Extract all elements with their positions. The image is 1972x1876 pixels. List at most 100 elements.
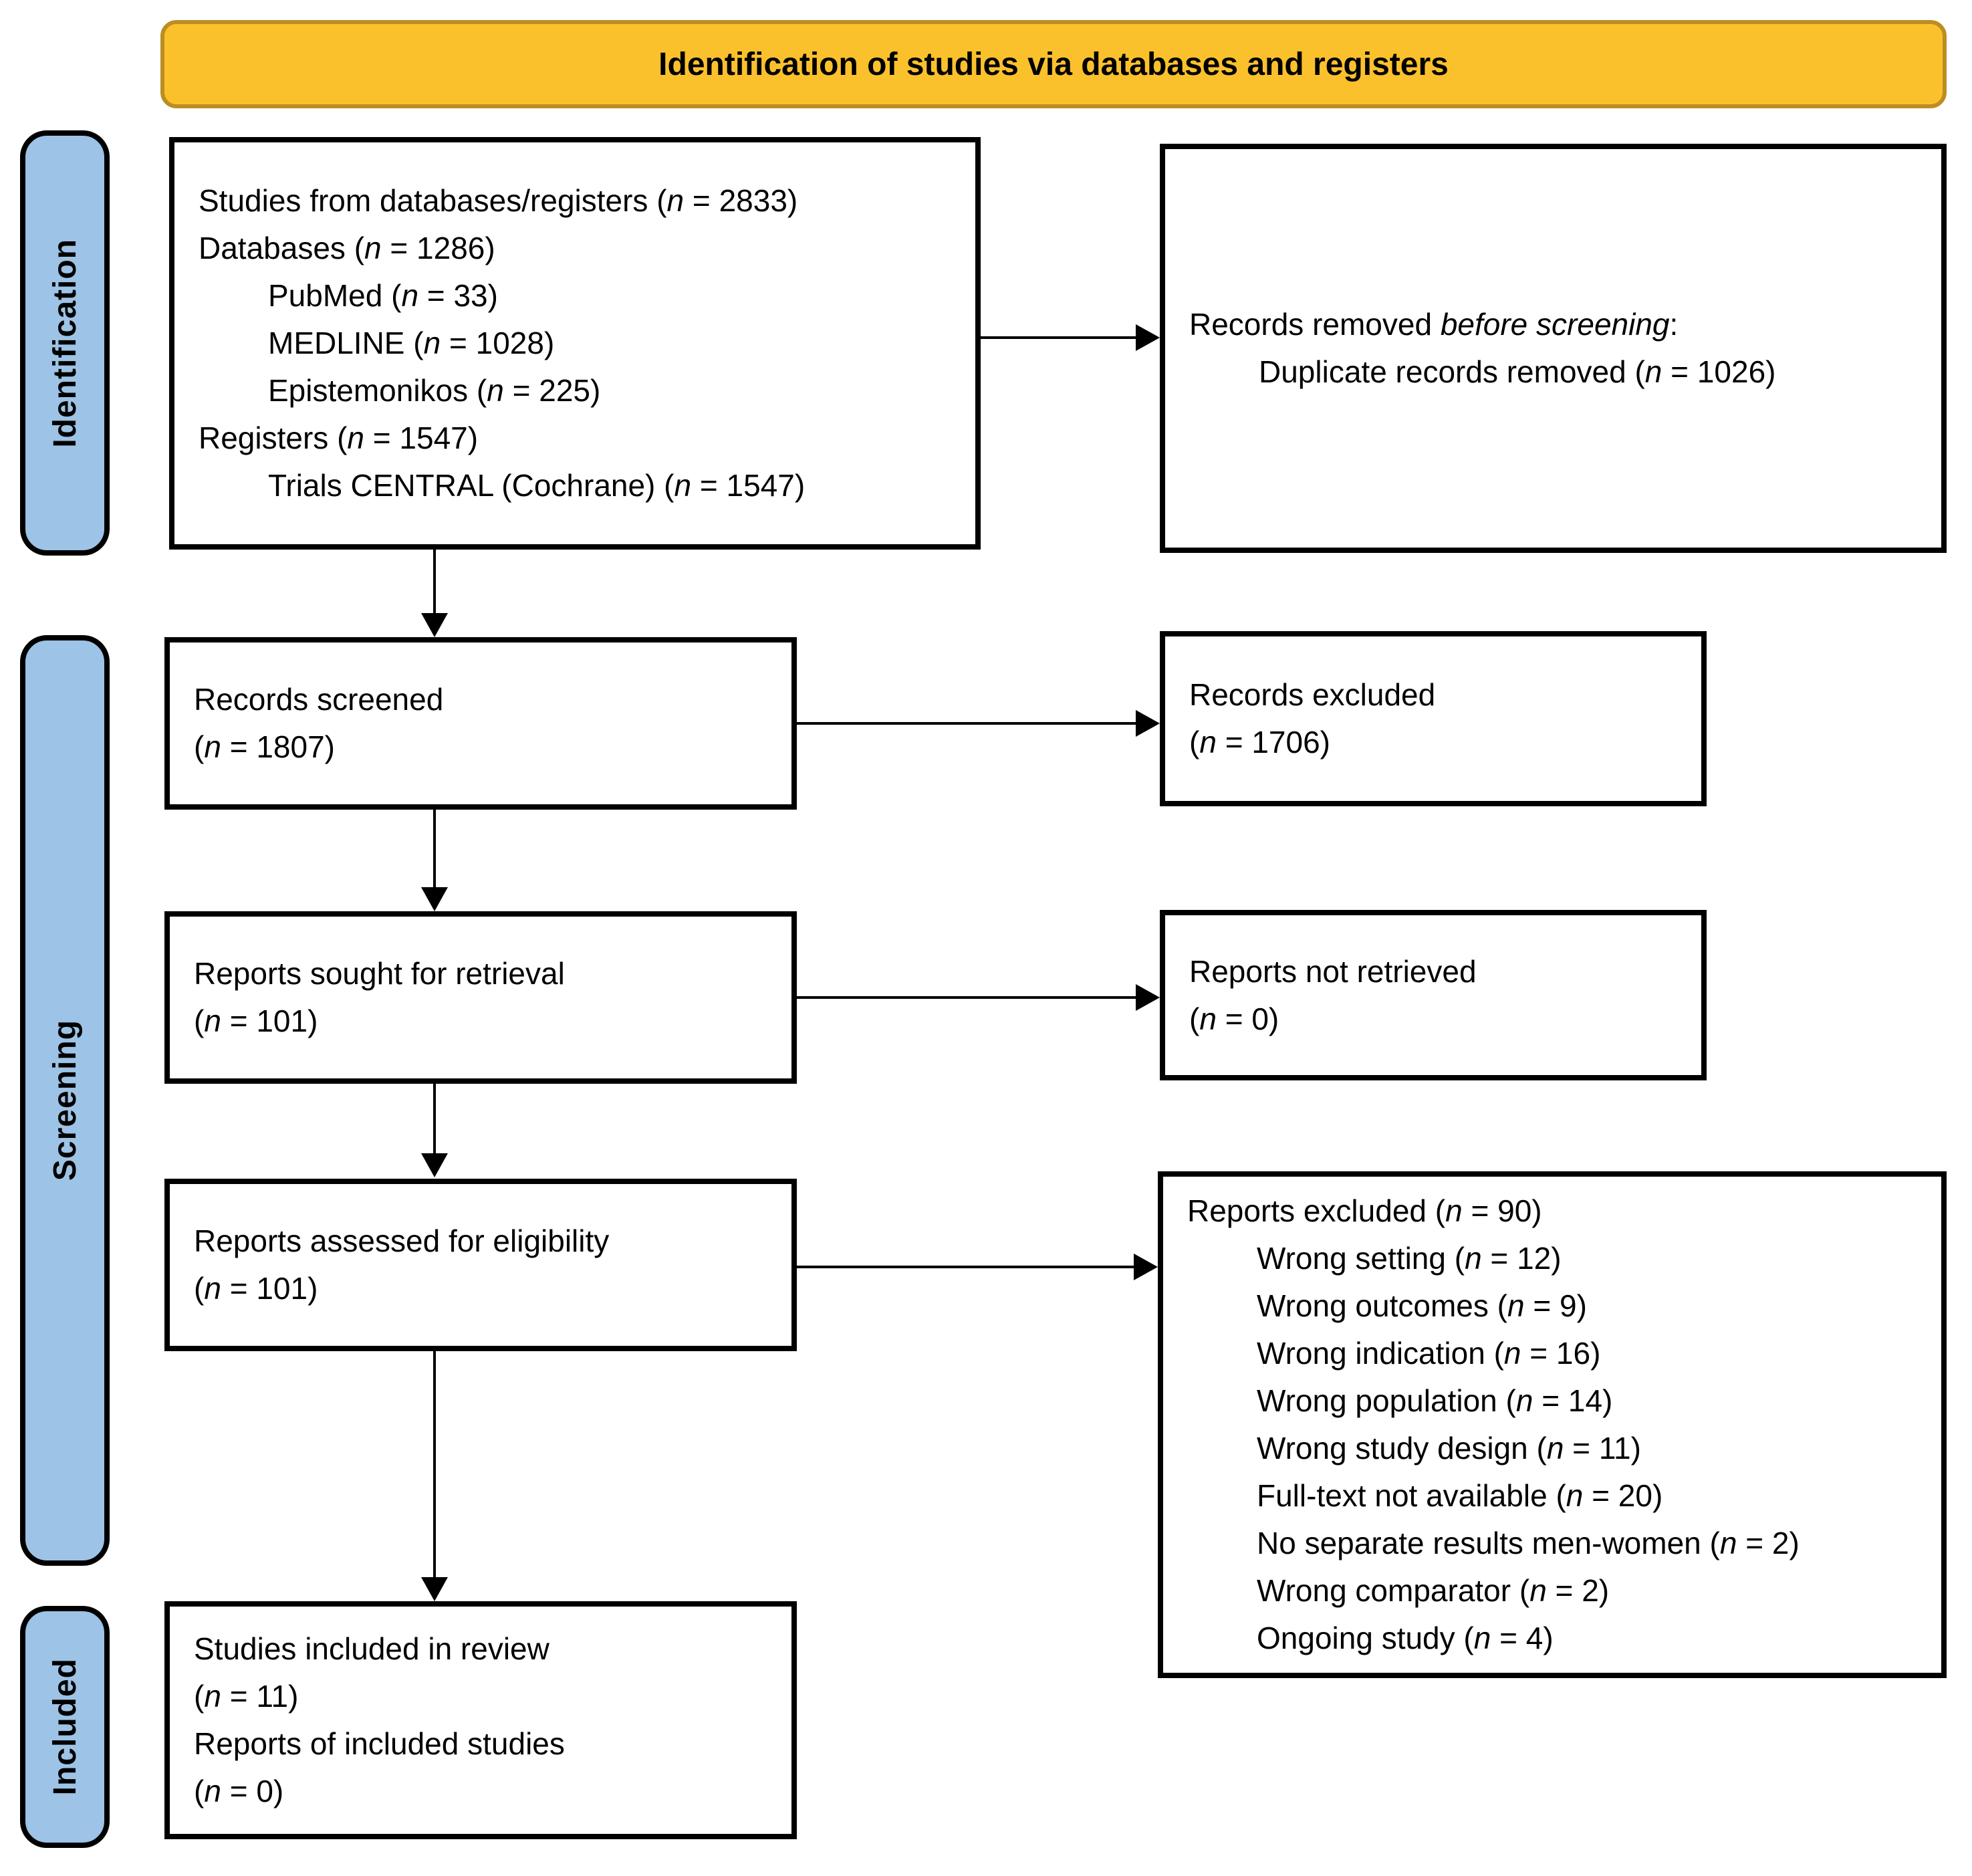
text: (	[1189, 1001, 1200, 1036]
stage-label-included-text: Included	[47, 1658, 83, 1796]
text: = 1028)	[441, 326, 555, 360]
text-line: Records excluded	[1189, 671, 1691, 719]
text-line: Wrong indication (n = 16)	[1187, 1330, 1931, 1377]
italic-text: n	[204, 729, 221, 764]
text: (	[194, 1774, 205, 1808]
text: Reports assessed for eligibility	[194, 1223, 610, 1258]
text: Records screened	[194, 682, 444, 717]
text: Reports sought for retrieval	[194, 956, 565, 991]
text: = 1706)	[1216, 725, 1330, 759]
text-line: Databases (n = 1286)	[199, 225, 965, 272]
text-line: Studies included in review	[194, 1625, 781, 1673]
text: = 33)	[418, 278, 498, 313]
italic-text: n	[347, 421, 364, 455]
italic-text: n	[1473, 1621, 1491, 1655]
text-line: No separate results men-women (n = 2)	[1187, 1520, 1931, 1567]
text: = 1807)	[221, 729, 335, 764]
box-records-excluded: Records excluded (n = 1706)	[1160, 631, 1707, 806]
arrow-assessed-to-excluded-line	[797, 1266, 1134, 1268]
text-line: Full-text not available (n = 20)	[1187, 1472, 1931, 1520]
text: Ongoing study (	[1257, 1621, 1474, 1655]
text-line: Wrong outcomes (n = 9)	[1187, 1282, 1931, 1330]
text: = 16)	[1521, 1336, 1601, 1371]
box-studies-included-in-review: Studies included in review (n = 11) Report…	[164, 1601, 797, 1839]
text: (	[194, 729, 205, 764]
banner: Identification of studies via databases …	[160, 20, 1947, 108]
text-line: (n = 101)	[194, 998, 781, 1045]
text: = 90)	[1462, 1193, 1542, 1228]
italic-text: n	[1529, 1573, 1547, 1608]
text: = 4)	[1491, 1621, 1554, 1655]
arrow-sources-to-removed-line	[979, 336, 1137, 339]
box-reports-sought-for-retrieval: Reports sought for retrieval (n = 101)	[164, 911, 797, 1084]
italic-text: n	[1644, 354, 1662, 389]
text: = 1547)	[691, 468, 806, 503]
text: Studies included in review	[194, 1631, 549, 1666]
italic-text: n	[1566, 1478, 1584, 1513]
italic-text: n	[1199, 1001, 1217, 1036]
text: = 1547)	[364, 421, 479, 455]
text-line: Wrong population (n = 14)	[1187, 1377, 1931, 1425]
text: Full-text not available (	[1257, 1478, 1566, 1513]
text: = 14)	[1533, 1383, 1613, 1418]
box-reports-assessed-for-eligibility: Reports assessed for eligibility (n = 101…	[164, 1179, 797, 1351]
text-line: Reports not retrieved	[1189, 948, 1691, 995]
arrow-assessed-to-excluded-head-icon	[1134, 1254, 1158, 1280]
text: (	[194, 1679, 205, 1714]
text: No separate results men-women (	[1257, 1526, 1720, 1560]
text-line: Duplicate records removed (n = 1026)	[1189, 348, 1931, 396]
stage-label-screening-text: Screening	[47, 1020, 83, 1181]
text: Records removed	[1189, 307, 1441, 342]
text-line: Wrong study design (n = 11)	[1187, 1425, 1931, 1472]
box-records-screened: Records screened (n = 1807)	[164, 637, 797, 810]
text: Databases (	[199, 231, 365, 265]
text: = 0)	[221, 1774, 284, 1808]
italic-text: n	[1515, 1383, 1533, 1418]
text: = 20)	[1583, 1478, 1663, 1513]
text-line: (n = 0)	[194, 1768, 781, 1815]
box-reports-not-retrieved: Reports not retrieved (n = 0)	[1160, 910, 1707, 1080]
text-line: Trials CENTRAL (Cochrane) (n = 1547)	[199, 462, 965, 509]
text-line: Registers (n = 1547)	[199, 415, 965, 462]
text: Wrong study design (	[1257, 1431, 1547, 1465]
text-line: (n = 0)	[1189, 995, 1691, 1043]
text-line: Reports of included studies	[194, 1720, 781, 1768]
text: = 101)	[221, 1004, 318, 1038]
stage-label-identification-text: Identification	[47, 238, 83, 448]
text: = 2)	[1546, 1573, 1610, 1608]
stage-label-screening: Screening	[20, 635, 110, 1566]
text: = 1026)	[1662, 354, 1776, 389]
italic-text: n	[204, 1774, 221, 1808]
text: (	[194, 1271, 205, 1306]
stage-label-included: Included	[20, 1606, 110, 1848]
text-line: Wrong setting (n = 12)	[1187, 1235, 1931, 1282]
text: = 0)	[1216, 1001, 1279, 1036]
text: PubMed (	[268, 278, 402, 313]
arrow-sought-to-not-retrieved-line	[797, 996, 1136, 999]
italic-text: n	[1199, 725, 1217, 759]
text: (	[1189, 725, 1200, 759]
arrow-screened-to-sought-head-icon	[421, 887, 448, 911]
text-line: Records screened	[194, 676, 781, 723]
arrow-assessed-to-included-head-icon	[421, 1577, 448, 1601]
text: = 11)	[221, 1679, 299, 1714]
arrow-screened-to-sought-line	[433, 810, 436, 889]
italic-text: n	[1719, 1526, 1737, 1560]
italic-text: n	[401, 278, 419, 313]
text-line: Reports excluded (n = 90)	[1187, 1187, 1931, 1235]
text-line: Reports assessed for eligibility	[194, 1217, 781, 1265]
italic-text: n	[364, 231, 382, 265]
text: = 2)	[1737, 1526, 1800, 1560]
italic-text: n	[204, 1004, 221, 1038]
italic-text: n	[423, 326, 441, 360]
arrow-sources-to-removed-head-icon	[1136, 324, 1160, 351]
text: = 225)	[503, 373, 601, 408]
italic-text: n	[1507, 1288, 1525, 1323]
text-line: Reports sought for retrieval	[194, 950, 781, 998]
text-line: (n = 1706)	[1189, 719, 1691, 766]
text: Reports not retrieved	[1189, 953, 1477, 989]
box-records-removed-before-screening: Records removed before screening: Duplica…	[1160, 144, 1947, 553]
text: Wrong comparator (	[1257, 1573, 1530, 1608]
text: Reports excluded (	[1187, 1193, 1446, 1228]
italic-text: n	[1445, 1193, 1463, 1228]
